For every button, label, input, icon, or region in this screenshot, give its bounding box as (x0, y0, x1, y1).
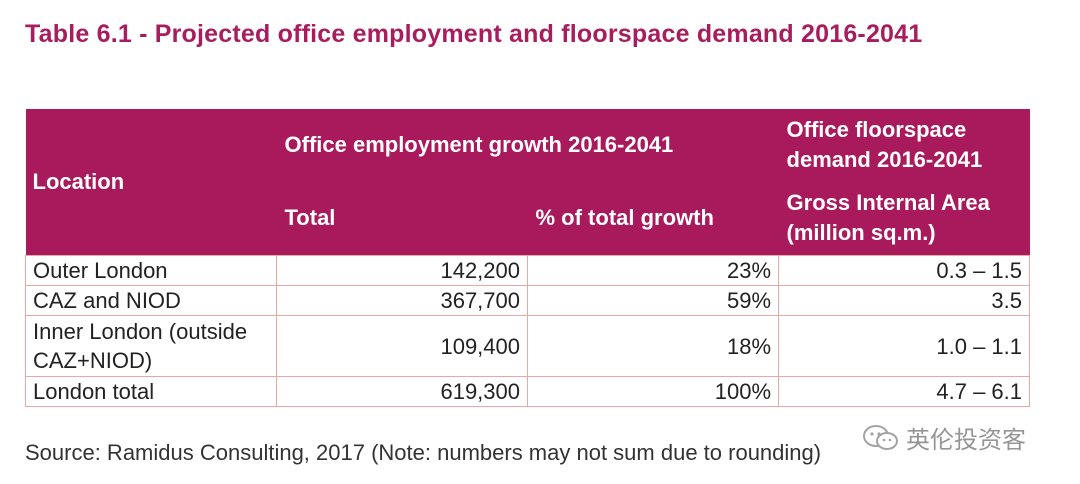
cell-pct: 100% (526, 376, 780, 407)
data-table: Location Office employment growth 2016-2… (25, 109, 1031, 407)
watermark: 英伦投资客 (862, 420, 1026, 455)
cell-pct: 18% (526, 315, 780, 377)
cell-gia: 4.7 – 6.1 (778, 376, 1031, 407)
header-employment-group: Office employment growth 2016-2041 (276, 109, 779, 181)
source-note: Source: Ramidus Consulting, 2017 (Note: … (25, 440, 822, 465)
header-floorspace-group: Office floorspace demand 2016-2041 (778, 109, 1030, 181)
header-row-2: Total % of total growth Gross Internal A… (26, 181, 1030, 256)
cell-pct: 59% (526, 285, 780, 316)
cell-location: Outer London (25, 255, 277, 286)
cell-total: 619,300 (276, 376, 528, 407)
wechat-icon (863, 424, 898, 450)
cell-total: 367,700 (276, 285, 528, 316)
table-title: Table 6.1 - Projected office employment … (25, 20, 923, 48)
cell-location: Inner London (outside CAZ+NIOD) (25, 315, 277, 377)
cell-location: London total (25, 376, 277, 407)
header-gia: Gross Internal Area (million sq.m.) (778, 181, 1030, 256)
header-location: Location (25, 109, 277, 256)
cell-gia: 0.3 – 1.5 (778, 255, 1031, 286)
cell-total: 142,200 (276, 255, 528, 286)
cell-gia: 3.5 (778, 285, 1031, 316)
table-row: CAZ and NIOD 367,700 59% 3.5 (25, 285, 1031, 316)
table-row: London total 619,300 100% 4.7 – 6.1 (25, 376, 1031, 407)
header-total: Total (276, 181, 528, 256)
cell-location: CAZ and NIOD (25, 285, 277, 316)
cell-total: 109,400 (276, 315, 528, 377)
cell-pct: 23% (526, 255, 780, 286)
header-pct-growth: % of total growth (527, 181, 779, 256)
data-table-container: Location Office employment growth 2016-2… (25, 109, 1031, 407)
table-row: Outer London 142,200 23% 0.3 – 1.5 (25, 255, 1031, 286)
header-row-1: Location Office employment growth 2016-2… (25, 109, 1030, 256)
table-row: Inner London (outside CAZ+NIOD) 109,400 … (25, 315, 1031, 377)
watermark-text: 英伦投资客 (906, 427, 1026, 454)
cell-gia: 1.0 – 1.1 (778, 315, 1031, 377)
